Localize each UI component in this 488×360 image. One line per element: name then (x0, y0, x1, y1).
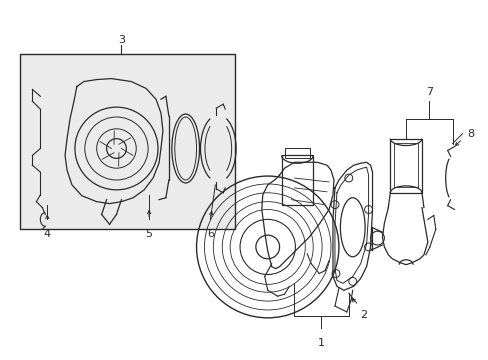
Text: 5: 5 (145, 229, 152, 239)
Bar (393, 143, 417, 187)
Text: 6: 6 (206, 229, 213, 239)
Text: 8: 8 (467, 129, 473, 139)
Text: 7: 7 (425, 87, 432, 97)
Bar (389, 139, 421, 193)
Text: 4: 4 (43, 229, 51, 239)
Text: 3: 3 (118, 35, 124, 45)
Bar (281, 156, 313, 204)
Bar (20, 54, 235, 229)
Text: 1: 1 (317, 338, 324, 347)
Bar (284, 148, 309, 158)
Text: 2: 2 (359, 310, 366, 320)
